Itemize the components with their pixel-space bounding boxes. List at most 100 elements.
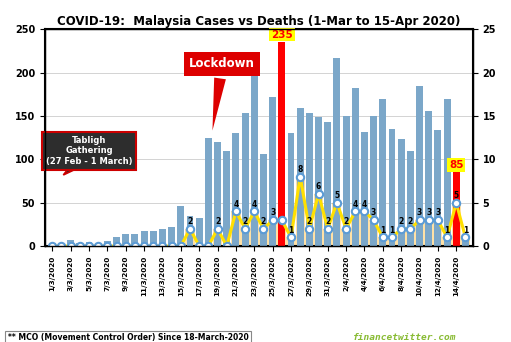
Bar <box>260 154 267 246</box>
Bar <box>278 220 285 246</box>
Bar <box>58 245 65 246</box>
Bar <box>131 234 138 246</box>
Bar <box>425 220 432 246</box>
Bar <box>150 232 157 246</box>
Bar <box>177 206 184 246</box>
Text: 3: 3 <box>426 209 431 218</box>
Bar <box>324 122 331 246</box>
Bar <box>141 231 148 246</box>
Bar <box>113 237 120 246</box>
Text: 1: 1 <box>380 226 385 235</box>
Point <box>131 244 139 249</box>
Bar <box>288 133 294 246</box>
Text: 85: 85 <box>449 160 463 170</box>
Point <box>278 218 286 223</box>
Bar <box>369 220 378 246</box>
Text: financetwitter.com: financetwitter.com <box>353 333 456 342</box>
Bar <box>387 237 397 246</box>
Bar <box>433 220 443 246</box>
Bar <box>314 194 323 246</box>
Bar <box>242 113 248 246</box>
Point <box>66 244 75 249</box>
Bar <box>397 229 406 246</box>
Bar <box>122 234 129 246</box>
Point <box>250 209 259 214</box>
Point <box>76 244 84 249</box>
Point <box>379 235 387 240</box>
Bar <box>269 97 276 246</box>
Text: 4: 4 <box>353 200 358 209</box>
Point <box>351 209 359 214</box>
Text: 2: 2 <box>307 217 312 226</box>
Point <box>223 244 231 249</box>
Point <box>186 226 194 232</box>
Bar <box>388 129 396 246</box>
Bar <box>159 229 166 246</box>
Bar <box>361 211 368 246</box>
Bar <box>341 229 351 246</box>
Text: 3: 3 <box>435 209 440 218</box>
Point <box>168 244 176 249</box>
Bar <box>278 42 285 246</box>
Point <box>241 226 249 232</box>
Bar <box>398 140 405 246</box>
Bar <box>315 117 322 246</box>
Text: 2: 2 <box>215 217 220 226</box>
Point <box>434 218 442 223</box>
Bar <box>378 237 387 246</box>
Point <box>48 244 56 249</box>
Bar <box>407 229 414 246</box>
Bar <box>444 98 451 246</box>
Bar <box>343 116 350 246</box>
Bar <box>231 211 241 246</box>
Point <box>269 218 277 223</box>
Bar <box>223 151 230 246</box>
Bar <box>196 218 203 246</box>
Bar <box>453 172 460 246</box>
Bar <box>379 237 386 246</box>
Bar <box>444 237 451 246</box>
Bar <box>214 229 221 246</box>
Bar <box>379 98 386 246</box>
Point <box>260 226 268 232</box>
Bar <box>332 203 341 246</box>
Point <box>204 244 213 249</box>
Text: 5: 5 <box>334 191 339 200</box>
Text: 4: 4 <box>362 200 367 209</box>
Text: 3: 3 <box>279 209 285 218</box>
Bar <box>233 211 239 246</box>
Text: 8: 8 <box>297 165 303 174</box>
Point <box>158 244 167 249</box>
Point <box>296 174 304 180</box>
Bar <box>334 58 340 246</box>
Text: 3: 3 <box>270 209 275 218</box>
Bar <box>241 229 250 246</box>
Point <box>406 226 414 232</box>
Text: 2: 2 <box>261 217 266 226</box>
Bar <box>205 137 212 246</box>
Point <box>397 226 405 232</box>
Bar <box>416 87 423 246</box>
Point <box>333 200 341 206</box>
Bar <box>250 211 259 246</box>
Bar <box>187 216 194 246</box>
Point <box>103 244 111 249</box>
Bar <box>361 132 368 246</box>
Text: 3: 3 <box>417 209 422 218</box>
Point <box>369 218 378 223</box>
Point <box>452 200 460 206</box>
Bar <box>370 116 377 246</box>
Bar <box>86 242 92 246</box>
Bar <box>214 142 221 246</box>
Text: 3: 3 <box>371 209 376 218</box>
Point <box>214 226 222 232</box>
Bar <box>297 108 304 246</box>
Text: 2: 2 <box>188 217 193 226</box>
Bar <box>388 237 396 246</box>
Bar <box>315 194 322 246</box>
Bar <box>269 220 276 246</box>
Bar <box>268 220 277 246</box>
Bar <box>452 203 461 246</box>
Text: 235: 235 <box>271 29 293 40</box>
Text: 2: 2 <box>325 217 330 226</box>
